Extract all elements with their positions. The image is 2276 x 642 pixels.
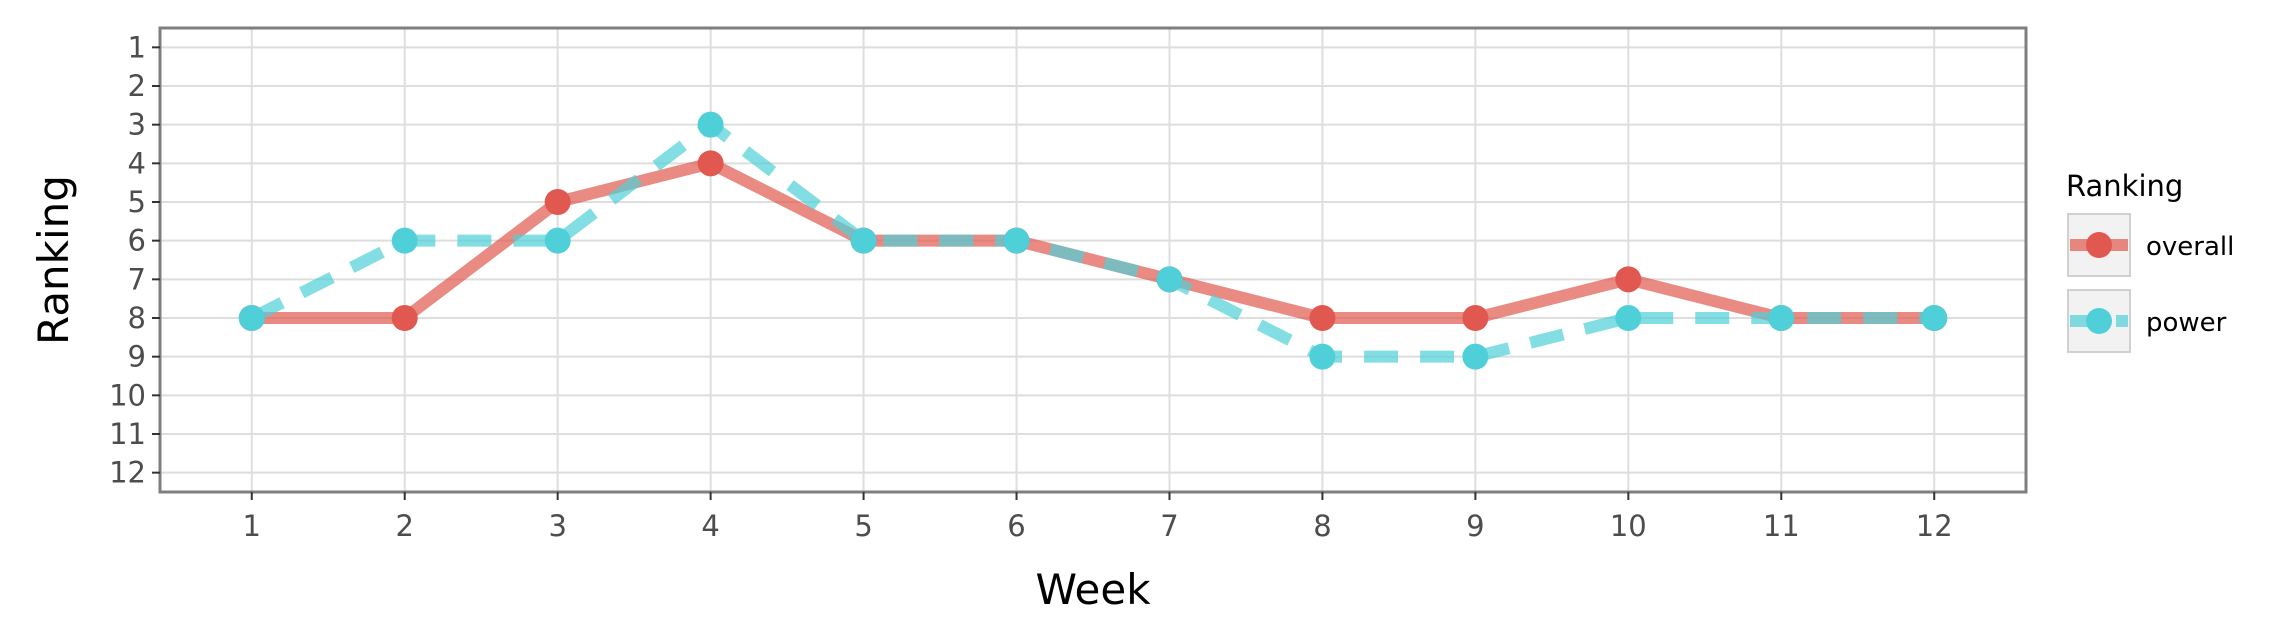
y-tick-label: 10	[109, 378, 146, 412]
x-tick-label: 1	[243, 509, 261, 543]
data-point-power	[1462, 343, 1489, 370]
data-point-power	[697, 111, 724, 138]
data-point-overall	[697, 150, 724, 177]
data-point-power	[391, 227, 418, 254]
x-tick-label: 9	[1466, 509, 1484, 543]
panel-border	[158, 26, 2028, 494]
x-tick-label: 10	[1610, 509, 1647, 543]
y-axis-title: Ranking	[29, 175, 78, 345]
legend: Ranking overall power	[2066, 169, 2234, 353]
series-line-overall	[251, 157, 1935, 324]
data-point-power	[1921, 305, 1948, 331]
data-point-overall	[1615, 266, 1642, 293]
legend-key-marker	[2086, 232, 2112, 258]
y-tick-label: 9	[128, 340, 146, 374]
y-tick-label: 7	[128, 262, 146, 296]
x-axis-title: Week	[1035, 565, 1151, 614]
y-tick-label: 11	[109, 417, 146, 451]
legend-title: Ranking	[2066, 169, 2183, 203]
y-tick-label: 6	[128, 224, 146, 258]
series-layer	[238, 111, 1948, 370]
data-point-power	[850, 227, 877, 254]
data-point-power	[1156, 266, 1183, 293]
data-point-power	[1768, 305, 1795, 331]
x-tick-label: 2	[395, 509, 413, 543]
data-point-overall	[1309, 305, 1336, 331]
y-tick-label: 12	[109, 456, 146, 490]
x-tick-label: 5	[854, 509, 872, 543]
data-point-power	[544, 227, 571, 254]
data-point-overall	[544, 189, 571, 215]
legend-label-power: power	[2146, 308, 2227, 338]
plot-panel	[158, 26, 2028, 494]
legend-items: overall power	[2067, 213, 2234, 353]
y-tick-label: 3	[128, 108, 146, 142]
data-point-power	[1615, 305, 1642, 331]
x-tick-label: 8	[1313, 509, 1331, 543]
y-tick-label: 4	[128, 146, 146, 180]
data-point-overall	[1462, 305, 1489, 331]
data-point-power	[1309, 343, 1336, 370]
data-point-power	[1003, 227, 1030, 254]
x-tick-label: 11	[1763, 509, 1800, 543]
legend-key-marker	[2086, 308, 2112, 334]
x-tick-label: 12	[1916, 509, 1953, 543]
x-tick-label: 6	[1007, 509, 1025, 543]
legend-label-overall: overall	[2146, 232, 2234, 262]
y-tick-label: 1	[128, 30, 146, 64]
data-point-power	[238, 305, 265, 331]
x-axis-ticks: 1 2 3 4 5 6 7 8 9 10 11 12	[243, 492, 1953, 543]
data-point-overall	[391, 305, 418, 331]
y-tick-label: 2	[128, 69, 146, 103]
x-tick-label: 7	[1160, 509, 1178, 543]
x-tick-label: 3	[548, 509, 566, 543]
y-tick-label: 5	[128, 185, 146, 219]
x-tick-label: 4	[701, 509, 719, 543]
y-tick-label: 8	[128, 301, 146, 335]
series-line-power	[249, 118, 1935, 363]
